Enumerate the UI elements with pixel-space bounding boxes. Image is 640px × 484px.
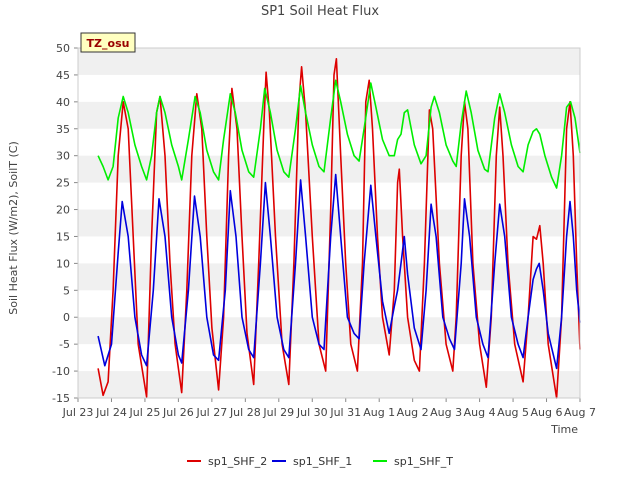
series-line-sp1-shf-t (97, 79, 581, 189)
series-lines (97, 58, 581, 399)
x-tick-label: Jul 31 (329, 406, 361, 419)
y-tick-label: -15 (52, 392, 70, 405)
series-line-sp1-shf-2 (97, 58, 581, 399)
site-badge-text: TZ_osu (87, 37, 130, 50)
y-tick-label: 45 (56, 69, 70, 82)
x-axis-label: Time (550, 423, 578, 436)
legend-label: sp1_SHF_2 (208, 455, 267, 468)
site-badge-box (80, 32, 136, 53)
chart-title: SP1 Soil Heat Flux (261, 4, 379, 19)
y-tick-label: 25 (56, 177, 70, 190)
x-tick-label: Aug 6 (531, 406, 563, 419)
legend-label: sp1_SHF_T (394, 455, 453, 468)
legend-label: sp1_SHF_1 (293, 455, 352, 468)
x-tick-label: Aug 5 (497, 406, 529, 419)
x-tick-label: Aug 1 (363, 406, 395, 419)
x-tick-label: Jul 30 (296, 406, 328, 419)
x-tick-label: Jul 27 (195, 406, 227, 419)
x-tick-label: Aug 4 (464, 406, 496, 419)
x-tick-label: Jul 24 (95, 406, 127, 419)
y-tick-label: 5 (63, 284, 70, 297)
y-axis-ticks: -15 -10 -5 0 5 10 15 20 25 30 35 40 45 50 (52, 42, 78, 405)
x-axis-ticks: Jul 23 Jul 24 Jul 25 Jul 26 Jul 27 Jul 28 Jul … (62, 398, 596, 419)
grid-band (78, 48, 580, 75)
y-tick-label: 10 (56, 257, 70, 270)
y-tick-label: 20 (56, 204, 70, 217)
plot-frame (77, 47, 581, 399)
legend: sp1_SHF_2 sp1_SHF_1 sp1_SHF_T (187, 455, 453, 468)
grid-band (78, 317, 580, 345)
y-tick-label: 30 (56, 150, 70, 163)
y-axis-label: Soil Heat Flux (W/m2), SoilT (C) (7, 141, 20, 314)
x-tick-label: Jul 23 (62, 406, 94, 419)
x-tick-label: Aug 7 (564, 406, 596, 419)
x-tick-label: Jul 28 (229, 406, 261, 419)
y-tick-label: 50 (56, 42, 70, 55)
y-tick-label: -5 (59, 338, 70, 351)
x-tick-label: Jul 29 (262, 406, 294, 419)
x-tick-label: Jul 25 (129, 406, 161, 419)
series-line-sp1-shf-1 (97, 173, 581, 370)
y-tick-label: 15 (56, 230, 70, 243)
x-tick-label: Aug 3 (430, 406, 462, 419)
y-tick-label: -10 (52, 365, 70, 378)
x-tick-label: Aug 2 (397, 406, 429, 419)
x-tick-label: Jul 26 (162, 406, 194, 419)
y-tick-label: 0 (63, 311, 70, 324)
y-tick-label: 40 (56, 96, 70, 109)
site-badge: TZ_osu (80, 32, 136, 53)
grid-bands (78, 48, 580, 398)
grid-band (78, 371, 580, 398)
y-tick-label: 35 (56, 123, 70, 136)
